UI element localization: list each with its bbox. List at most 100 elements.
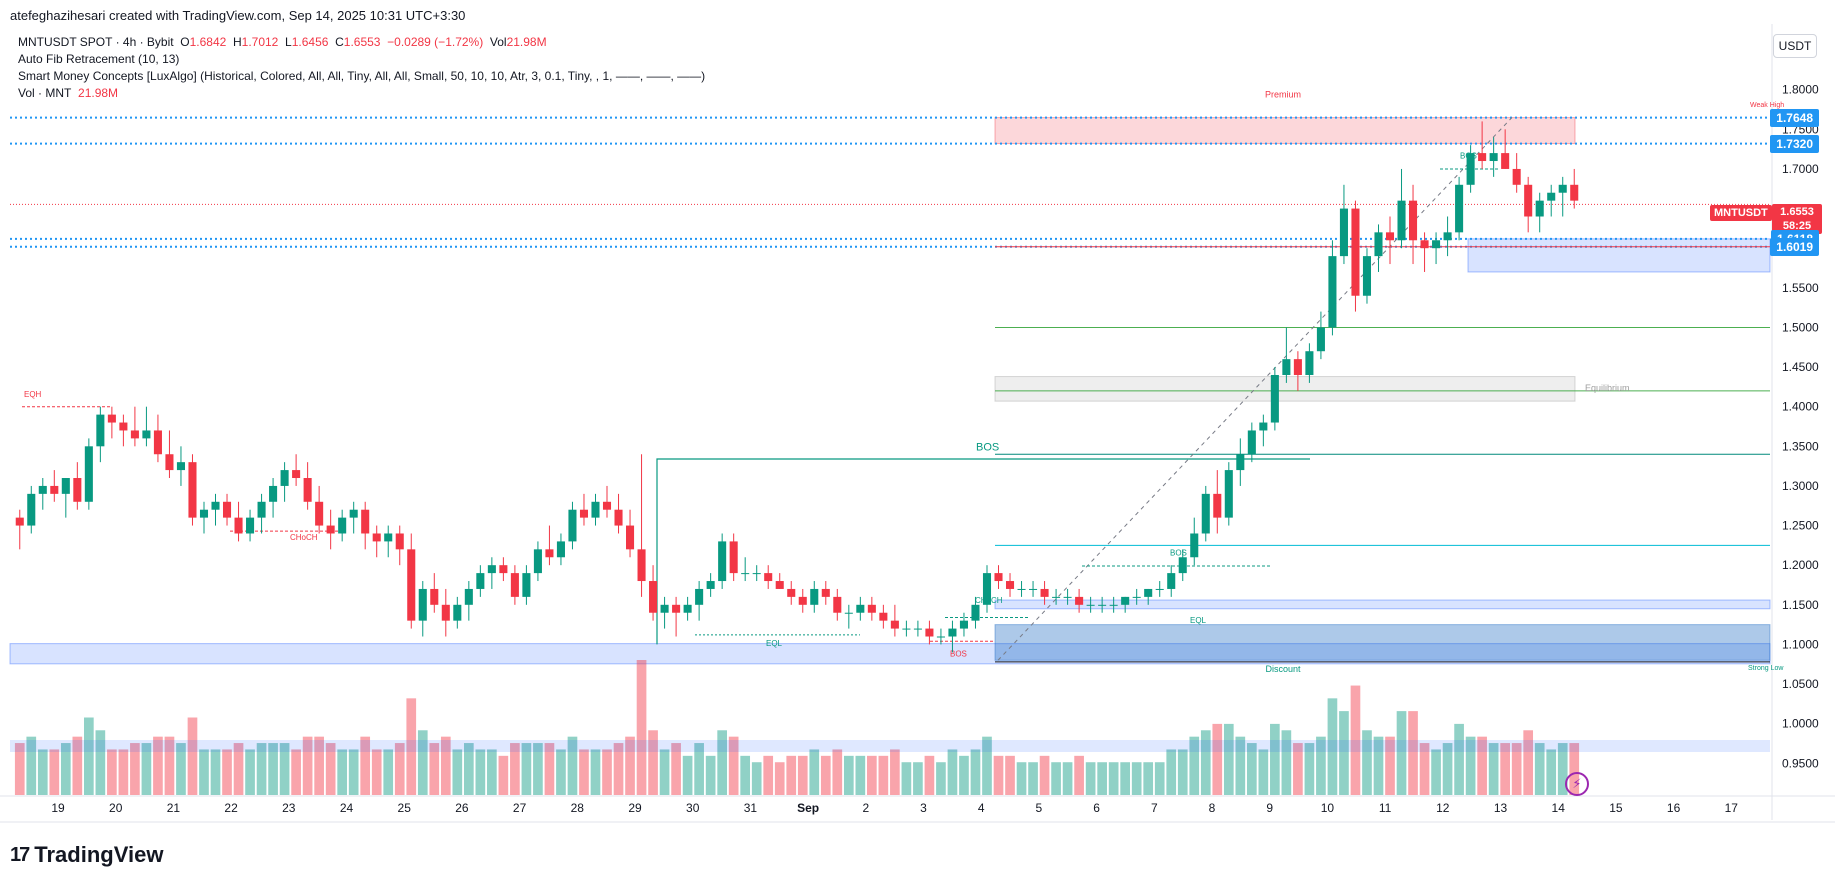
order-block-zone	[1467, 238, 1771, 273]
candle-body	[752, 573, 761, 575]
volume-bar	[602, 749, 612, 795]
volume-bar	[682, 755, 693, 795]
open-value: 1.6842	[189, 35, 227, 49]
candle-body	[660, 604, 669, 613]
candle-body	[683, 604, 692, 613]
x-tick-label: 23	[282, 801, 296, 815]
candle-body	[695, 588, 704, 605]
volume-bar	[521, 743, 532, 795]
choch-label: CHoCH	[290, 533, 318, 542]
volume-band	[10, 740, 1770, 752]
candle-body	[890, 620, 899, 629]
volume-bar	[1442, 743, 1453, 795]
candle-body	[545, 549, 554, 558]
candle-body	[395, 533, 404, 550]
volume-bar	[60, 743, 71, 795]
volume-bar	[1039, 755, 1050, 795]
volume-bar	[1085, 762, 1096, 795]
candle-body	[257, 501, 266, 518]
candle-body	[441, 604, 450, 621]
x-tick-label: 31	[744, 801, 758, 815]
volume-bar	[763, 755, 774, 795]
candle-body	[338, 517, 347, 534]
candle-body	[1558, 184, 1567, 193]
volume-bar	[1246, 743, 1257, 795]
eql-label: EQL	[766, 639, 783, 648]
chart-author-line: atefeghazihesari created with TradingVie…	[10, 8, 466, 23]
lightning-icon[interactable]: ⚡	[1565, 772, 1589, 796]
x-tick-label: Sep	[797, 801, 819, 815]
candle-body	[50, 485, 59, 494]
volume-bar	[279, 743, 290, 795]
volume-bar	[1465, 736, 1476, 795]
x-tick-label: 7	[1151, 801, 1158, 815]
volume-bar	[371, 749, 382, 795]
volume-bar	[648, 730, 658, 795]
open-label: O	[180, 35, 190, 49]
volume-bar	[26, 736, 37, 795]
candle-body	[994, 573, 1003, 582]
volume-bar	[774, 762, 785, 795]
candle-body	[361, 509, 370, 534]
y-tick-label: 1.1500	[1782, 598, 1819, 612]
volume-bar	[268, 743, 278, 795]
low-label: L	[285, 35, 292, 49]
candle-body	[1351, 208, 1360, 296]
candle-body	[741, 573, 750, 575]
volume-bar	[72, 736, 83, 795]
x-tick-label: 27	[513, 801, 527, 815]
candle-body	[614, 509, 623, 526]
x-tick-label: 30	[686, 801, 700, 815]
volume-bar	[84, 717, 94, 795]
volume-bar	[360, 736, 371, 795]
bar-countdown: 58:25	[1782, 220, 1812, 232]
symbol-label[interactable]: MNTUSDT SPOT · 4h · Bybit	[18, 35, 174, 49]
candle-body	[1236, 454, 1245, 471]
volume-bar	[1362, 730, 1372, 795]
candle-body	[487, 565, 496, 574]
volume-bar	[751, 762, 762, 795]
indicator-fib[interactable]: Auto Fib Retracement (10, 13)	[18, 52, 180, 66]
volume-bar	[302, 736, 313, 795]
volume-bar	[1074, 755, 1084, 795]
volume-bar	[417, 730, 428, 795]
candle-body	[925, 628, 934, 637]
x-tick-label: 9	[1266, 801, 1273, 815]
volume-bar	[1177, 749, 1188, 795]
volume-bar	[1281, 730, 1292, 795]
y-tick-label: 1.2500	[1782, 519, 1819, 533]
high-value: 1.7012	[241, 35, 279, 49]
candle-body	[476, 573, 485, 589]
volume-bar	[797, 755, 808, 795]
candle-body	[1362, 256, 1372, 296]
candle-body	[176, 462, 185, 471]
candle-body	[1270, 374, 1279, 423]
candle-body	[61, 478, 70, 494]
tv-logo-mark: 17	[10, 843, 30, 866]
currency-selector[interactable]: USDT	[1773, 34, 1817, 58]
volume-bar	[1108, 762, 1119, 795]
candle-body	[73, 478, 82, 502]
candle-body	[430, 588, 439, 605]
volume-bar	[544, 743, 555, 795]
candle-body	[1040, 588, 1049, 597]
candle-body	[1420, 240, 1429, 249]
volume-bar	[337, 749, 348, 795]
volume-bar	[901, 762, 912, 795]
candle-body	[453, 604, 462, 621]
candle-body	[649, 581, 658, 613]
volume-bar	[1477, 736, 1487, 795]
candle-body	[315, 501, 324, 526]
volume-bar	[291, 749, 301, 795]
indicator-volume[interactable]: Vol · MNT 21.98M	[18, 85, 705, 102]
vol-label: Vol	[489, 35, 507, 49]
candle-body	[902, 628, 911, 630]
candle-body	[1178, 557, 1187, 574]
candle-body	[1501, 153, 1510, 169]
volume-bar	[1200, 730, 1211, 795]
y-tick-label: 1.3500	[1782, 439, 1819, 453]
close-label: C	[335, 35, 344, 49]
bos-label: BOS	[950, 649, 967, 658]
indicator-smc[interactable]: Smart Money Concepts [LuxAlgo] (Historic…	[18, 69, 706, 83]
